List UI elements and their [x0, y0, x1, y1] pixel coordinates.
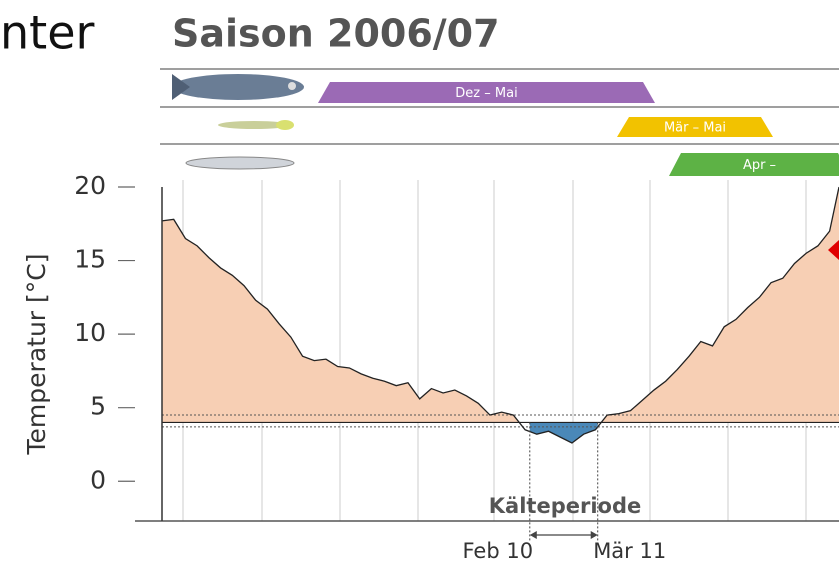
y-axis-title: Temperatur [°C]	[22, 254, 51, 456]
arrow-head	[529, 531, 537, 539]
y-tick-label: 0	[90, 465, 106, 494]
annotation: Kälteperiode	[489, 494, 641, 518]
y-tick-label: 10	[74, 318, 106, 347]
warm-area	[162, 187, 839, 423]
x-tick-label: Mär 11	[593, 539, 666, 563]
spawning-label: Apr –	[743, 158, 776, 173]
marker	[828, 240, 839, 260]
row-separators	[160, 68, 839, 145]
spawning-bar	[617, 117, 773, 137]
y-tick-label: 15	[74, 245, 106, 274]
fish-icons	[172, 74, 304, 170]
arrow-head	[590, 531, 598, 539]
cold-area	[529, 422, 598, 444]
chart-title: Saison 2006/07	[172, 12, 500, 56]
heading-fragment: nter	[0, 6, 94, 60]
temperature-line	[161, 186, 839, 444]
spawning-bar	[318, 82, 655, 103]
x-tick-label: Feb 10	[462, 539, 533, 563]
y-tick-label: 5	[90, 392, 106, 421]
spawning-label: Dez – Mai	[455, 86, 517, 101]
spawning-label: Mär – Mai	[664, 121, 726, 136]
spawning-bar	[669, 153, 839, 176]
y-tick-label: 20	[74, 171, 106, 200]
